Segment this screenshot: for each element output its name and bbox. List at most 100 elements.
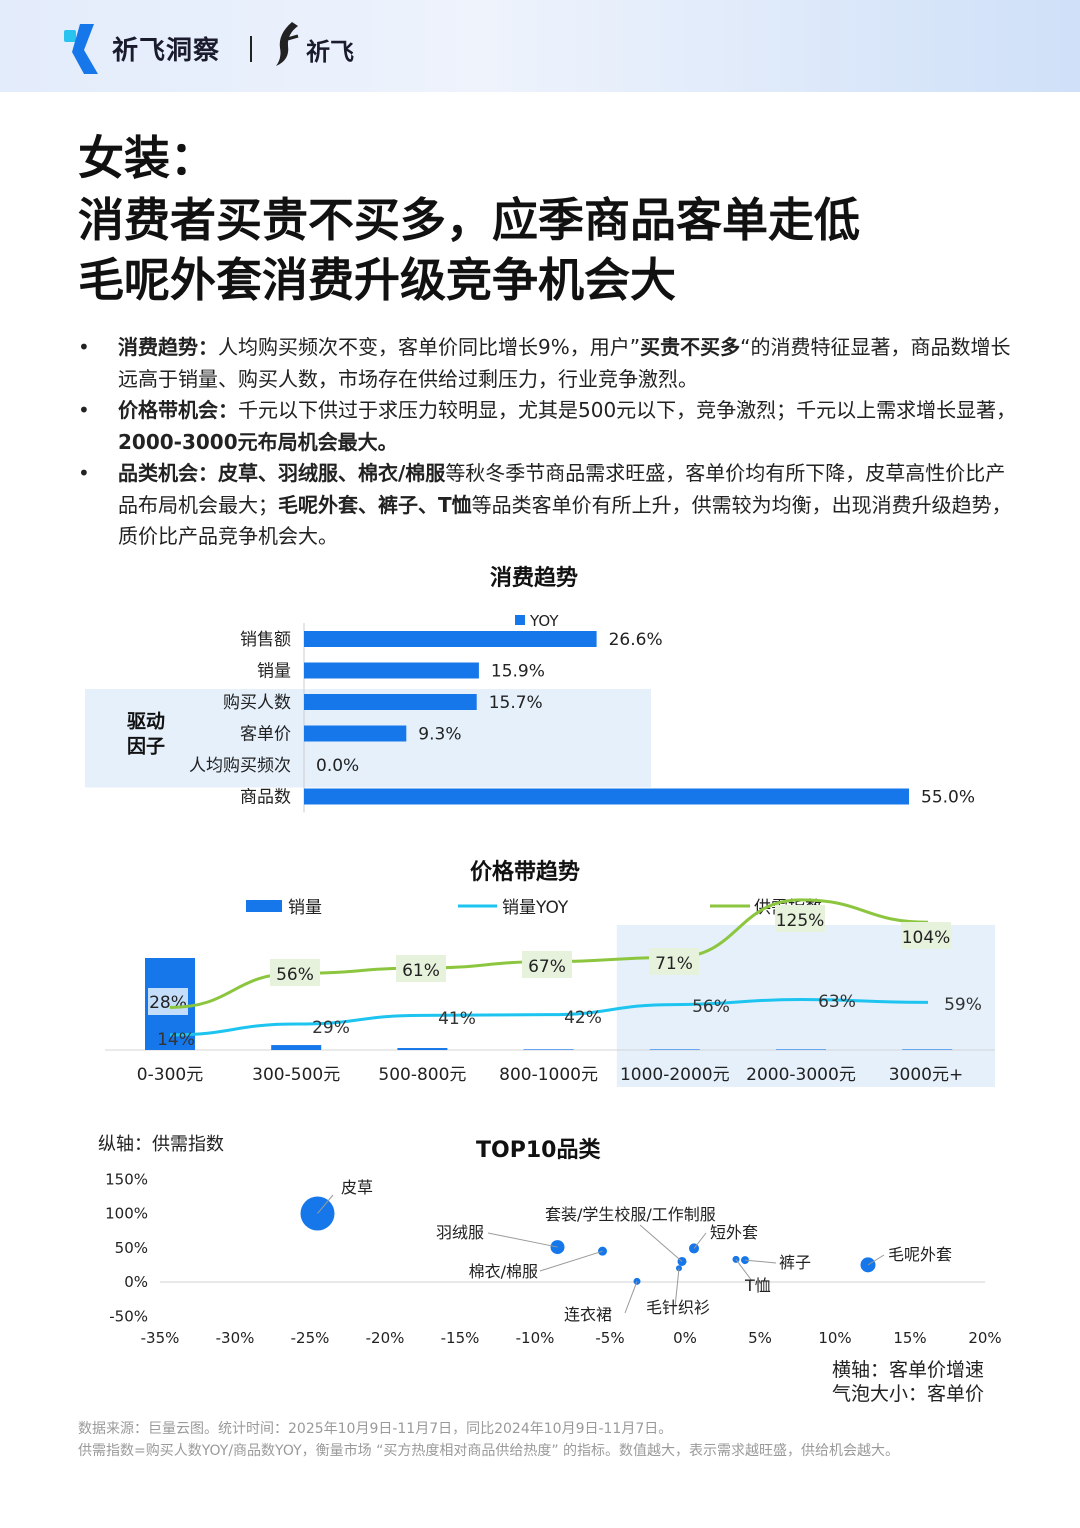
sales-bar: [271, 1045, 322, 1050]
x-tick-label: -15%: [441, 1329, 480, 1347]
bullet-emphasis: 毛呢外套、裤子、T恤: [278, 492, 472, 517]
bubble-label: 裤子: [779, 1253, 811, 1272]
sales-bar: [649, 1049, 700, 1050]
category-label: 2000-3000元: [746, 1065, 856, 1085]
qifei-insight-logo-icon: [64, 24, 98, 74]
bubble-label: 毛针织衫: [646, 1298, 710, 1317]
bullet-price-band: • 价格带机会：千元以下供过于求压力较明显，尤其是500元以下，竞争激烈；千元以…: [78, 395, 1018, 458]
legend-label-sales: 销量: [288, 898, 322, 918]
sales-bar: [776, 1049, 826, 1050]
x-tick-label: -35%: [141, 1329, 180, 1347]
bubble-leader-line: [735, 1259, 753, 1282]
bubble-leader-line: [639, 1224, 683, 1262]
legend-label-yoy: YOY: [529, 612, 559, 630]
price-band-chart: 销量销量YOY供需指数28%14%29%41%42%56%63%59%56%61…: [105, 898, 995, 1087]
x-axis-title: 横轴：客单价增速: [832, 1359, 984, 1381]
bullet-emphasis: 2000-3000元布局机会最大。: [118, 429, 398, 454]
x-tick-label: 20%: [968, 1329, 1001, 1347]
supply-demand-label-box: [649, 948, 699, 975]
bullet-category: • 品类机会：皮草、羽绒服、棉衣/棉服等秋冬季节商品需求旺盛，客单价均有所下降，…: [78, 458, 1018, 553]
y-tick-label: 150%: [105, 1170, 148, 1188]
header-bar: 祈飞洞察 祈飞: [0, 0, 1080, 92]
sales-label-box: [148, 988, 188, 1015]
legend-swatch-yoy: [515, 615, 525, 625]
bubble-label: T恤: [744, 1276, 771, 1295]
bar: [304, 662, 479, 679]
data-label: 55.0%: [921, 788, 975, 808]
bubble-leader-line: [487, 1232, 558, 1248]
x-tick-label: 0%: [673, 1329, 697, 1347]
category-label: 购买人数: [223, 693, 291, 713]
bar: [304, 725, 407, 742]
x-tick-label: 10%: [818, 1329, 851, 1347]
top10-category-chart: 纵轴：供需指数 150% 100% 50% 0% -50% -35% -30% -25% -20%…: [98, 1134, 1002, 1405]
x-tick-label: -10%: [516, 1329, 555, 1347]
chart3-title: TOP10品类: [476, 1138, 601, 1163]
sales-yoy-line: [169, 998, 929, 1037]
bar: [304, 788, 909, 805]
bullet-text: 千元以下供过于求压力较明显，尤其是500元以下，竞争激烈；千元以上需求增长显著，: [238, 398, 1017, 422]
bubble-leader-line: [539, 1250, 603, 1272]
bubble-leader-line: [624, 1281, 638, 1314]
data-label: 9.3%: [418, 725, 461, 745]
bubble: [689, 1243, 699, 1254]
bullet-emphasis: 皮草、羽绒服、棉衣/棉服: [218, 461, 446, 485]
bullet-text: 等秋冬季节商品需求旺盛，客单价均有所下降，皮草高性价比产品布局机会最大；: [118, 461, 1006, 517]
brand-secondary: 祈飞: [306, 38, 354, 66]
y-axis-title: 纵轴：供需指数: [98, 1134, 224, 1155]
bubble-label: 棉衣/棉服: [469, 1262, 538, 1281]
bubble-leader-line: [867, 1254, 885, 1266]
category-label: 1000-2000元: [620, 1065, 730, 1085]
bubble-label: 毛呢外套: [888, 1245, 952, 1264]
supply-demand-data-label: 125%: [776, 911, 825, 931]
sales-bar: [902, 1049, 953, 1050]
sales-data-label: 28%: [149, 993, 187, 1013]
category-label: 人均购买频次: [189, 756, 291, 776]
sales-bar: [397, 1048, 448, 1050]
brand-primary: 祈飞洞察: [112, 36, 221, 66]
x-tick-label: -20%: [366, 1329, 405, 1347]
y-tick-label: 100%: [105, 1205, 148, 1223]
sales-yoy-data-label: 14%: [157, 1030, 195, 1050]
bullet-dot: •: [78, 335, 90, 359]
category-label: 销量: [257, 662, 291, 682]
x-tick-label: 15%: [893, 1329, 926, 1347]
sales-yoy-data-label: 29%: [312, 1018, 350, 1038]
supply-demand-data-label: 61%: [402, 961, 440, 981]
sales-yoy-data-label: 56%: [692, 997, 730, 1017]
bubble-leader-line: [317, 1194, 334, 1214]
supply-demand-label-box: [775, 905, 825, 932]
bubble-size-legend: 气泡大小：客单价: [832, 1383, 984, 1405]
bubble-label: 羽绒服: [436, 1223, 484, 1242]
x-tick-label: 5%: [748, 1329, 772, 1347]
bullet-heading: 价格带机会：: [118, 398, 238, 422]
footnote-source: 数据来源：巨量云图。统计时间：2025年10月9日-11月7日，同比2024年1…: [78, 1421, 673, 1437]
chart2-title: 价格带趋势: [470, 860, 581, 885]
sales-yoy-data-label: 59%: [944, 995, 982, 1015]
bullet-text: 等品类客单价有所上升，供需较为均衡，出现消费升级趋势，质价比产品竞争机会大。: [118, 492, 1012, 549]
supply-demand-data-label: 104%: [902, 928, 951, 948]
bullet-emphasis: 买贵不买多: [640, 335, 741, 359]
category-label: 商品数: [240, 788, 291, 808]
y-tick-label: 50%: [115, 1239, 148, 1257]
supply-demand-data-label: 56%: [276, 965, 314, 985]
qifei-logo-icon: [276, 22, 299, 66]
bullet-dot: •: [78, 398, 90, 422]
bullet-consumption-trend: • 消费趋势：人均购买频次不变，客单价同比增长9%，用户”买贵不买多“的消费特征…: [78, 332, 1018, 395]
legend-label-sales-yoy: 销量YOY: [502, 898, 569, 918]
data-label: 0.0%: [316, 756, 359, 776]
supply-demand-data-label: 71%: [655, 954, 693, 974]
supply-demand-label-box: [396, 955, 446, 982]
bar: [304, 631, 597, 647]
x-tick-label: -30%: [216, 1329, 255, 1347]
data-label: 15.7%: [489, 693, 543, 713]
supply-demand-data-label: 67%: [528, 957, 566, 977]
chart1-title: 消费趋势: [490, 566, 579, 591]
category-label: 客单价: [240, 725, 291, 745]
sales-yoy-data-label: 63%: [818, 992, 856, 1012]
driver-factor-label: 驱动: [127, 711, 165, 733]
bubble: [633, 1277, 641, 1285]
sales-yoy-data-label: 41%: [438, 1009, 476, 1029]
brand-divider: [250, 36, 252, 62]
